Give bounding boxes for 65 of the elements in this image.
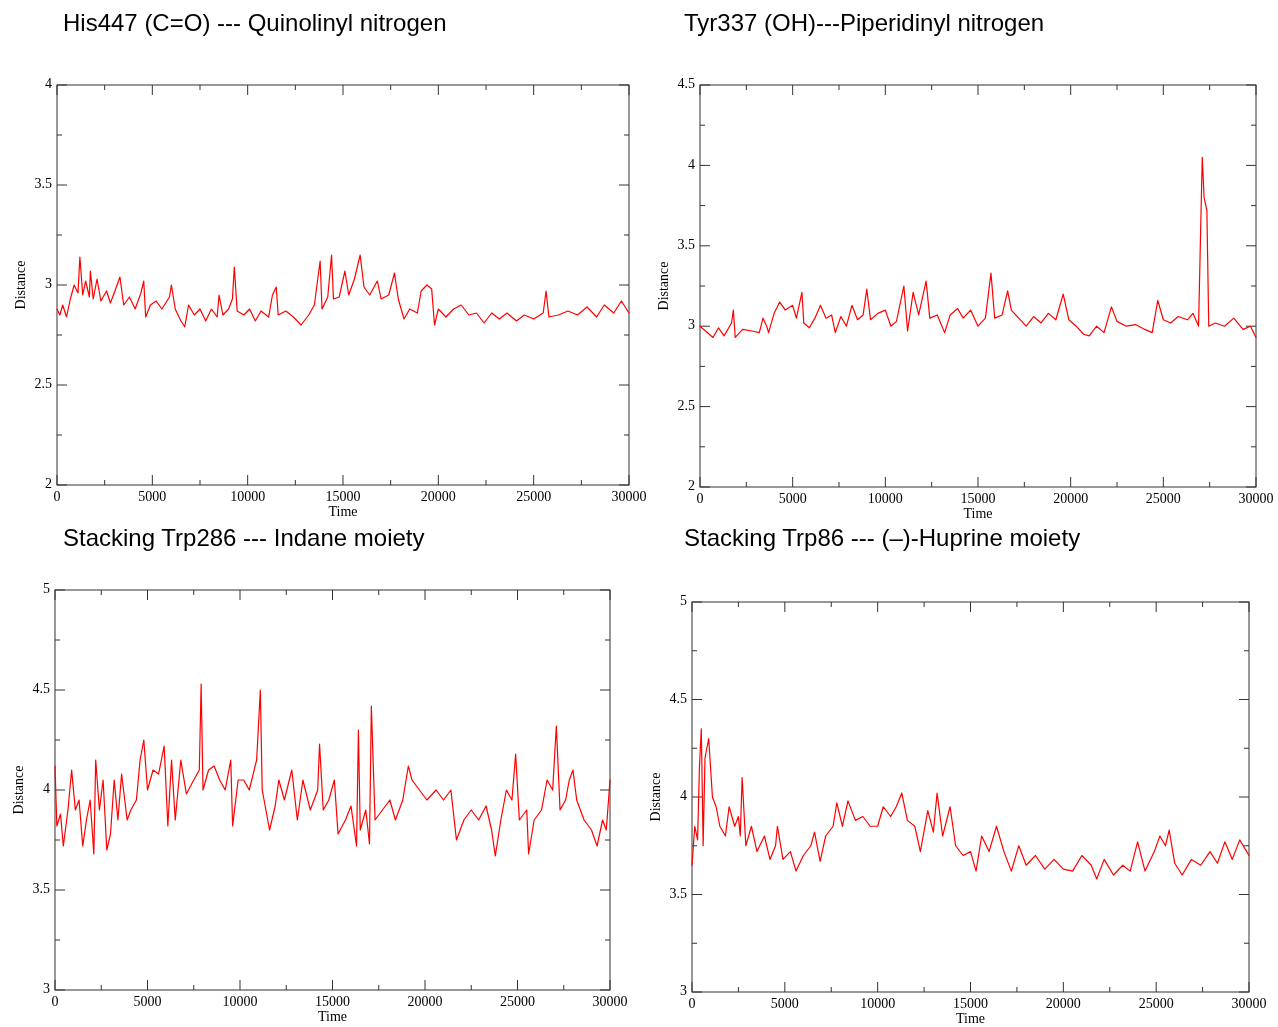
y-tick-label: 4.5 <box>32 681 50 697</box>
y-tick-label: 4 <box>43 781 50 797</box>
x-tick-label: 30000 <box>1238 491 1274 506</box>
y-tick-label: 4 <box>45 76 52 92</box>
x-tick-label: 0 <box>696 491 704 506</box>
x-tick-label: 25000 <box>1145 491 1181 506</box>
x-tick-label: 20000 <box>1053 491 1089 506</box>
x-tick-label: 25000 <box>516 489 552 504</box>
x-tick-label: 10000 <box>867 491 903 506</box>
x-tick-label: 15000 <box>315 994 350 1009</box>
y-tick-label: 4 <box>688 156 695 172</box>
y-tick-label: 2.5 <box>34 376 52 392</box>
x-tick-label: 5000 <box>778 491 807 506</box>
x-tick-label: 15000 <box>325 489 361 504</box>
x-tick-label: 30000 <box>611 489 647 504</box>
y-tick-label: 3.5 <box>669 885 687 901</box>
y-tick-label: 3 <box>45 276 52 292</box>
y-tick-label: 3 <box>43 981 50 997</box>
x-tick-label: 15000 <box>960 491 996 506</box>
line-series <box>56 254 630 328</box>
y-tick-label: 2 <box>688 478 695 494</box>
x-tick-label: 10000 <box>230 489 266 504</box>
y-tick-label: 4.5 <box>677 76 695 92</box>
y-tick-label: 3 <box>688 317 695 333</box>
y-tick-label: 3.5 <box>34 176 52 192</box>
x-tick-label: 30000 <box>1231 996 1267 1011</box>
x-tick-label: 5000 <box>133 994 162 1009</box>
x-tick-label: 20000 <box>407 994 443 1009</box>
y-tick-label: 5 <box>43 581 50 597</box>
y-tick-label: 4 <box>680 788 687 804</box>
y-tick-label: 3.5 <box>32 881 50 897</box>
x-tick-label: 10000 <box>222 994 258 1009</box>
x-tick-label: 10000 <box>860 996 896 1011</box>
x-tick-label: 0 <box>53 489 61 504</box>
y-tick-label: 2 <box>45 476 52 492</box>
x-tick-label: 30000 <box>592 994 628 1009</box>
x-tick-label: 0 <box>51 994 59 1009</box>
x-tick-label: 15000 <box>953 996 988 1011</box>
x-tick-label: 25000 <box>500 994 535 1009</box>
x-tick-label: 20000 <box>1045 996 1081 1011</box>
x-tick-label: 0 <box>688 996 696 1011</box>
line-series <box>699 156 1257 339</box>
x-axis-title: Time <box>963 506 993 521</box>
y-tick-label: 2.5 <box>677 397 695 413</box>
x-tick-label: 5000 <box>770 996 799 1011</box>
y-tick-label: 3.5 <box>677 237 695 253</box>
chart-title: Stacking Trp86 --- (–)-Huprine moiety <box>684 524 1081 552</box>
x-axis-title: Time <box>317 1009 348 1024</box>
chart-title: His447 (C=O) --- Quinolinyl nitrogen <box>63 9 447 37</box>
y-axis-title: Distance <box>11 765 26 815</box>
x-axis-title: Time <box>955 1011 986 1026</box>
y-tick-label: 5 <box>680 593 687 609</box>
line-series <box>691 728 1250 880</box>
chart-title: Stacking Trp286 --- Indane moiety <box>63 524 425 552</box>
y-tick-label: 3 <box>680 983 687 999</box>
y-axis-title: Distance <box>648 772 663 822</box>
line-series <box>54 683 611 857</box>
y-axis-title: Distance <box>13 260 28 310</box>
chart-title: Tyr337 (OH)---Piperidinyl nitrogen <box>684 9 1045 37</box>
x-axis-title: Time <box>328 504 358 519</box>
y-axis-title: Distance <box>656 261 671 311</box>
x-tick-label: 25000 <box>1138 996 1174 1011</box>
x-tick-label: 20000 <box>420 489 456 504</box>
x-tick-label: 5000 <box>138 489 167 504</box>
y-tick-label: 4.5 <box>669 690 687 706</box>
